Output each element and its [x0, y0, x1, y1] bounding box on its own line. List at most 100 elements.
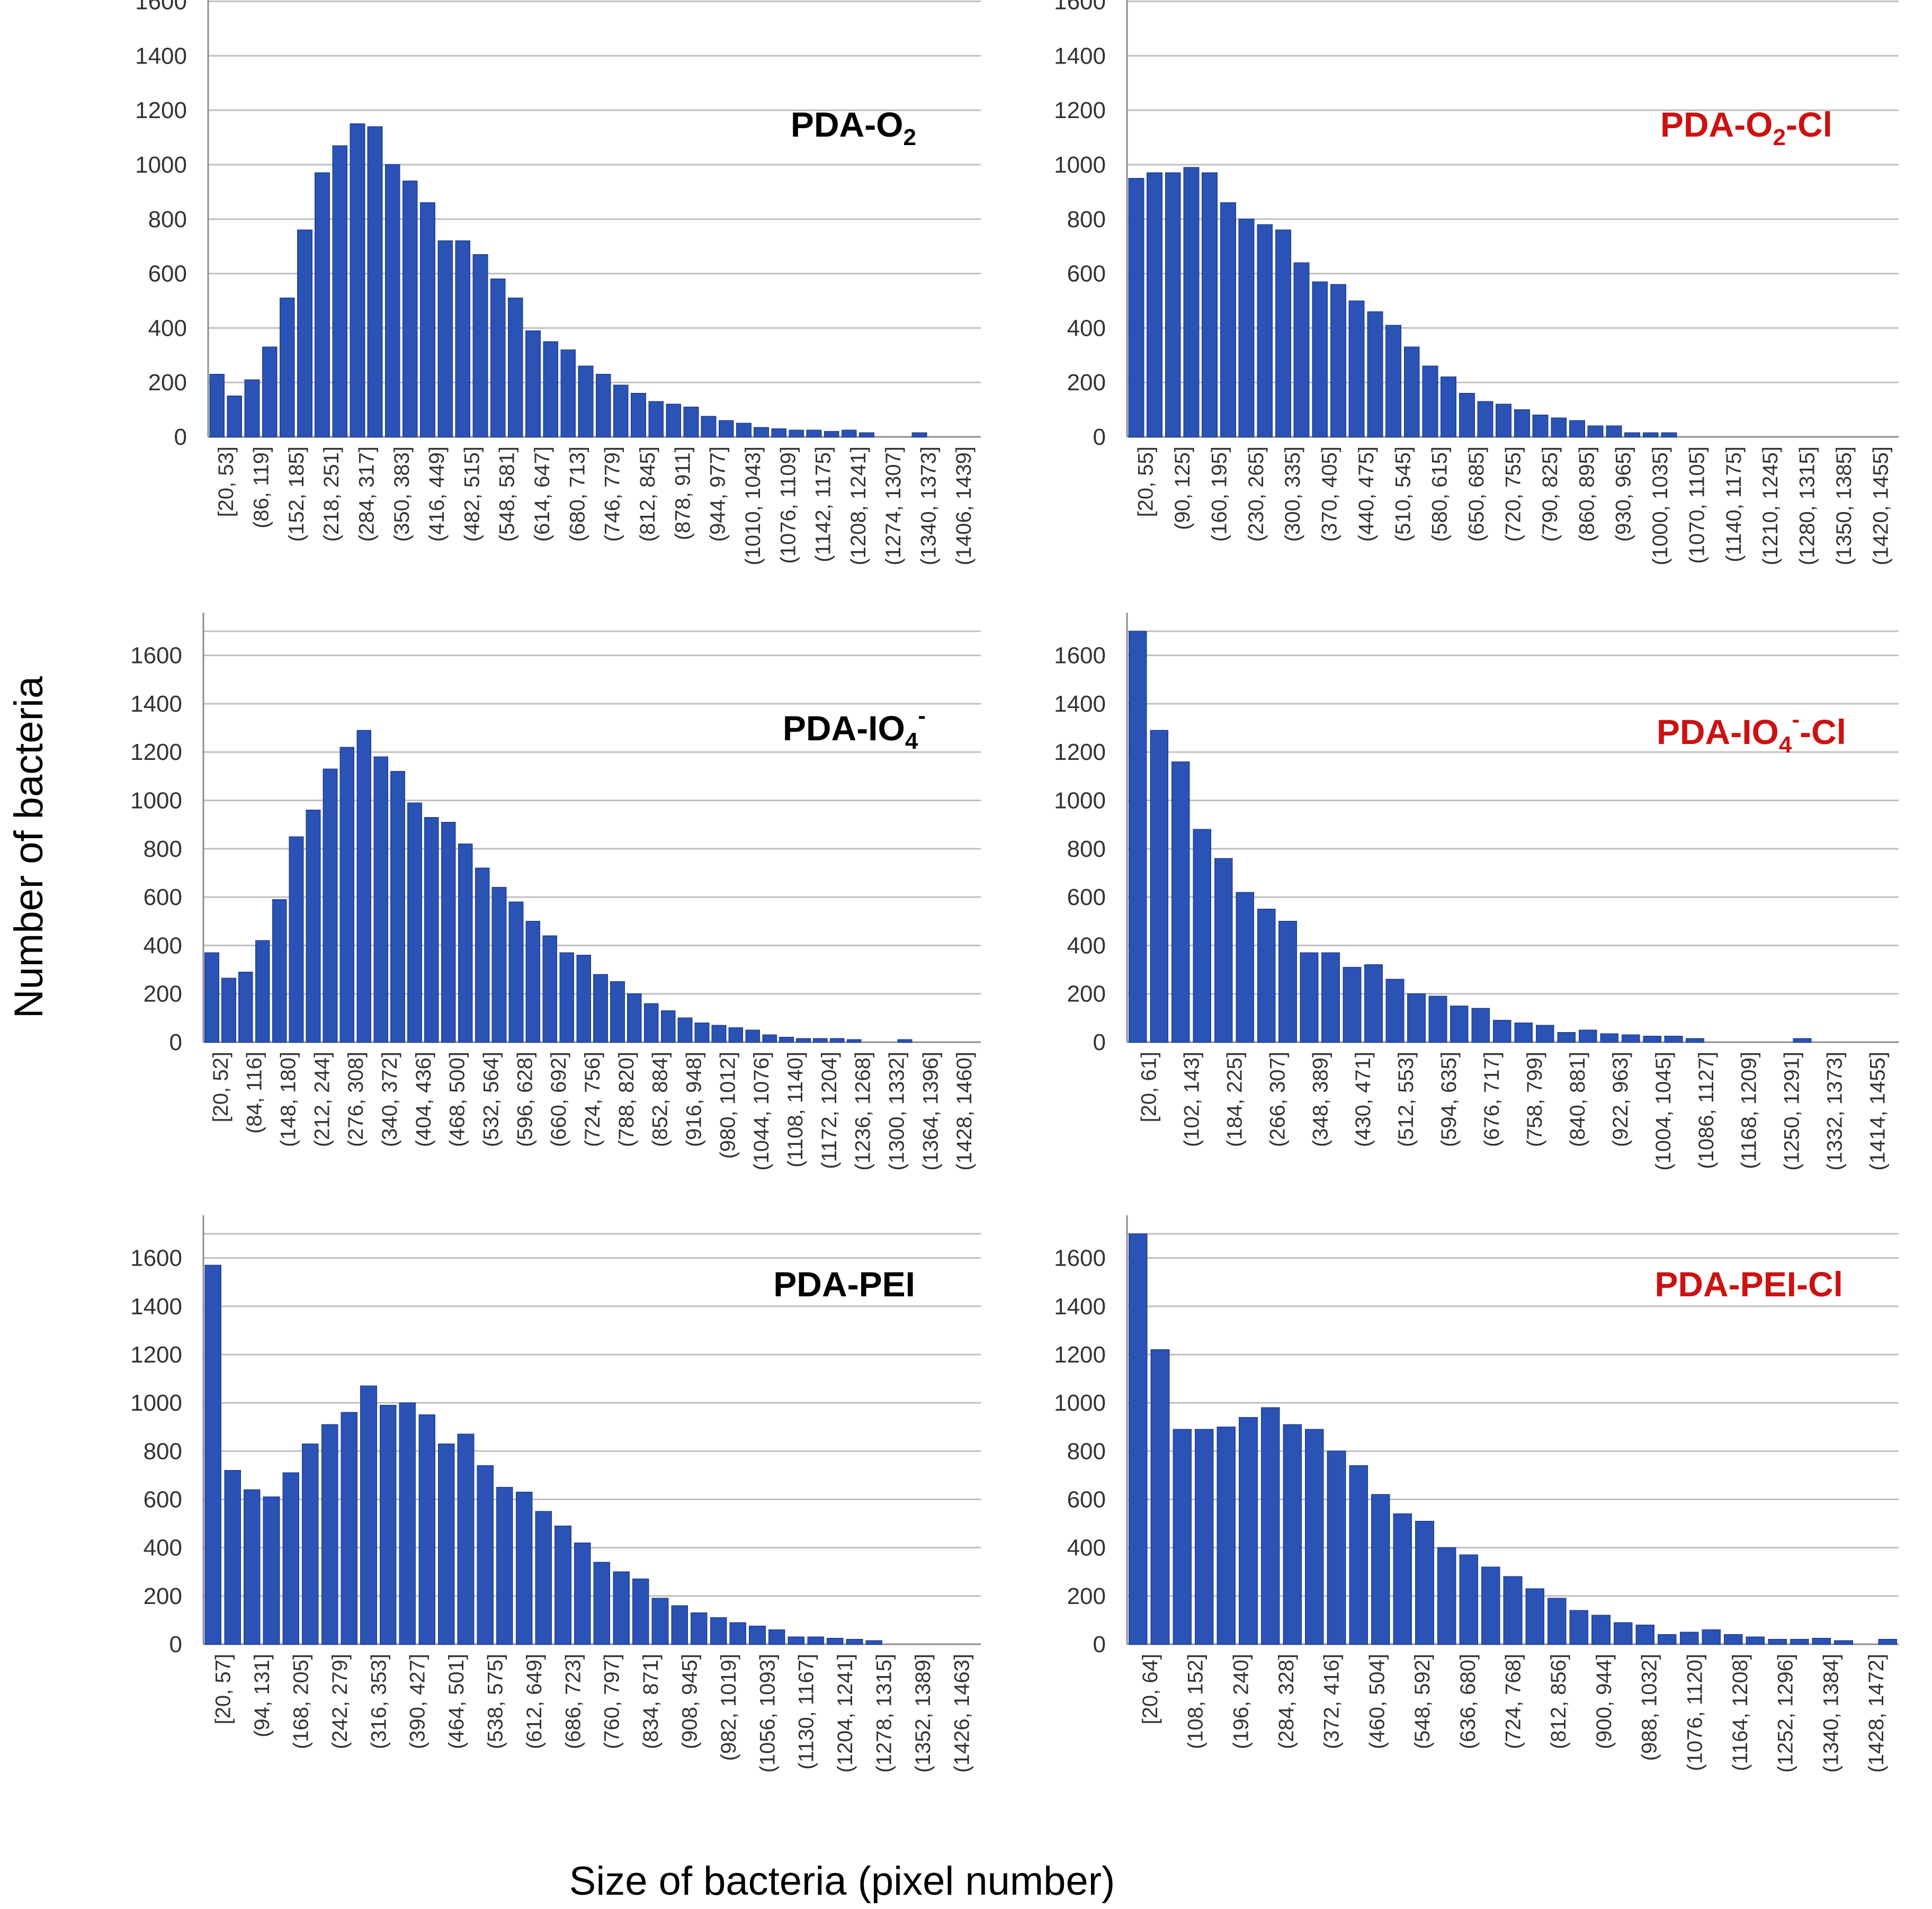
x-tick-label: (614, 647] — [531, 446, 554, 542]
x-tick-label: (1236, 1268] — [852, 1052, 875, 1171]
bar — [1150, 730, 1169, 1043]
x-tick-label: (790, 825] — [1539, 446, 1562, 542]
bar — [754, 427, 769, 437]
bar — [455, 240, 471, 437]
bar — [1283, 1424, 1302, 1645]
x-tick-label: (1278, 1315] — [873, 1654, 896, 1773]
x-tick-label: (512, 553] — [1394, 1052, 1418, 1147]
bar — [350, 123, 365, 437]
panel-title: PDA-PEI-Cl — [1654, 1265, 1843, 1304]
panel-title-main: PDA-O — [791, 105, 904, 144]
bar — [515, 1492, 533, 1645]
bar — [728, 1027, 744, 1043]
y-tick-label: 800 — [1067, 836, 1106, 862]
y-tick-label: 200 — [148, 370, 187, 396]
x-tick-label: (460, 504] — [1365, 1654, 1389, 1749]
bar — [227, 396, 243, 437]
x-tick-label: (440, 475] — [1355, 446, 1378, 542]
bar — [560, 349, 576, 437]
bar — [543, 341, 558, 437]
bar — [204, 1265, 222, 1645]
bar — [1702, 1629, 1721, 1645]
bar — [1459, 1554, 1479, 1645]
bar — [683, 406, 699, 437]
bar — [221, 978, 236, 1043]
x-tick-label: (1208, 1241] — [847, 446, 870, 566]
bar — [1557, 1032, 1576, 1043]
x-tick-label: (1164, 1208] — [1729, 1654, 1752, 1771]
x-tick-label: (1210, 1245] — [1759, 446, 1782, 566]
x-tick-label: (746, 779] — [601, 446, 624, 542]
x-tick-label: (760, 797] — [601, 1654, 624, 1749]
chart-top-right: 0 200 400 600 800 1000 1200 1400 1600 [20, 55] (90… — [1054, 0, 1899, 566]
x-tick-label: (1426, 1463] — [950, 1654, 973, 1773]
bar — [1165, 172, 1181, 437]
panel-title: PDA-PEI — [773, 1265, 915, 1304]
x-tick-label: (840, 881] — [1566, 1052, 1589, 1147]
y-tick-label: 1400 — [135, 43, 187, 69]
bar — [1260, 1407, 1280, 1645]
bar — [1600, 1033, 1618, 1043]
y-tick-label: 1400 — [130, 1294, 182, 1320]
x-tick-label: (900, 944] — [1593, 1654, 1616, 1749]
bar — [491, 887, 507, 1043]
x-tick-label: (1000, 1035] — [1649, 446, 1672, 566]
x-tick-label: (348, 389] — [1309, 1052, 1332, 1147]
x-tick-label: (168, 205] — [290, 1654, 313, 1749]
bar — [1214, 858, 1233, 1043]
bar — [559, 952, 574, 1043]
x-tick-label: (538, 575] — [484, 1654, 507, 1749]
x-tick-label: [20, 57] — [212, 1654, 235, 1724]
x-tick-label: (1406, 1439] — [952, 446, 976, 566]
y-tick-label: 600 — [144, 884, 182, 910]
bar — [1587, 425, 1604, 437]
bar — [1459, 393, 1475, 437]
bar — [826, 1637, 844, 1645]
chart-middle-left: 0 200 400 600 800 1000 1200 1400 1600 [20, 52] (84… — [130, 613, 981, 1171]
x-tick-label: (930, 965] — [1612, 446, 1635, 542]
bar — [632, 1579, 649, 1645]
bar — [1496, 404, 1512, 437]
bar — [846, 1639, 863, 1645]
panel-title-superscript: - — [918, 703, 926, 729]
x-tick-label: (404, 436] — [412, 1052, 435, 1147]
x-tick-label: (108, 152] — [1184, 1654, 1208, 1749]
bar — [749, 1626, 766, 1645]
panel-title-main: PDA-PEI-Cl — [1654, 1265, 1843, 1304]
bar — [789, 429, 804, 437]
x-tick-label: (660, 692] — [547, 1052, 570, 1147]
x-tick-label: (1252, 1296] — [1774, 1654, 1797, 1773]
x-tick-label: (1056, 1093] — [756, 1654, 779, 1773]
bar — [315, 172, 330, 437]
bar — [911, 432, 927, 437]
bar — [841, 429, 857, 437]
bar — [711, 1025, 727, 1043]
x-tick-label: (372, 416] — [1320, 1654, 1344, 1749]
x-tick-label: (860, 895] — [1575, 446, 1598, 542]
x-tick-label: (758, 799] — [1523, 1052, 1546, 1147]
bar — [272, 899, 287, 1043]
bar — [1257, 224, 1273, 437]
y-tick-label: 600 — [1067, 884, 1106, 910]
bar — [1403, 346, 1420, 437]
bar — [554, 1525, 571, 1645]
bar — [1330, 284, 1346, 437]
y-tick-label: 200 — [1067, 370, 1106, 396]
bar — [399, 1402, 416, 1645]
bar — [806, 429, 822, 437]
x-tick-label: (680, 713] — [566, 446, 589, 542]
bar — [1348, 300, 1365, 437]
y-tick-label: 400 — [148, 315, 187, 341]
bar — [762, 1034, 777, 1043]
bar — [846, 1039, 862, 1043]
bar — [1349, 1465, 1368, 1645]
x-tick-label: (922, 963] — [1609, 1052, 1632, 1147]
bar — [788, 1636, 805, 1645]
x-tick-label: (86, 119] — [250, 446, 273, 528]
x-tick-label: (1010, 1043] — [741, 446, 765, 566]
bar — [420, 202, 435, 437]
x-tick-label: (390, 427] — [406, 1654, 430, 1749]
bar — [1239, 1417, 1258, 1645]
